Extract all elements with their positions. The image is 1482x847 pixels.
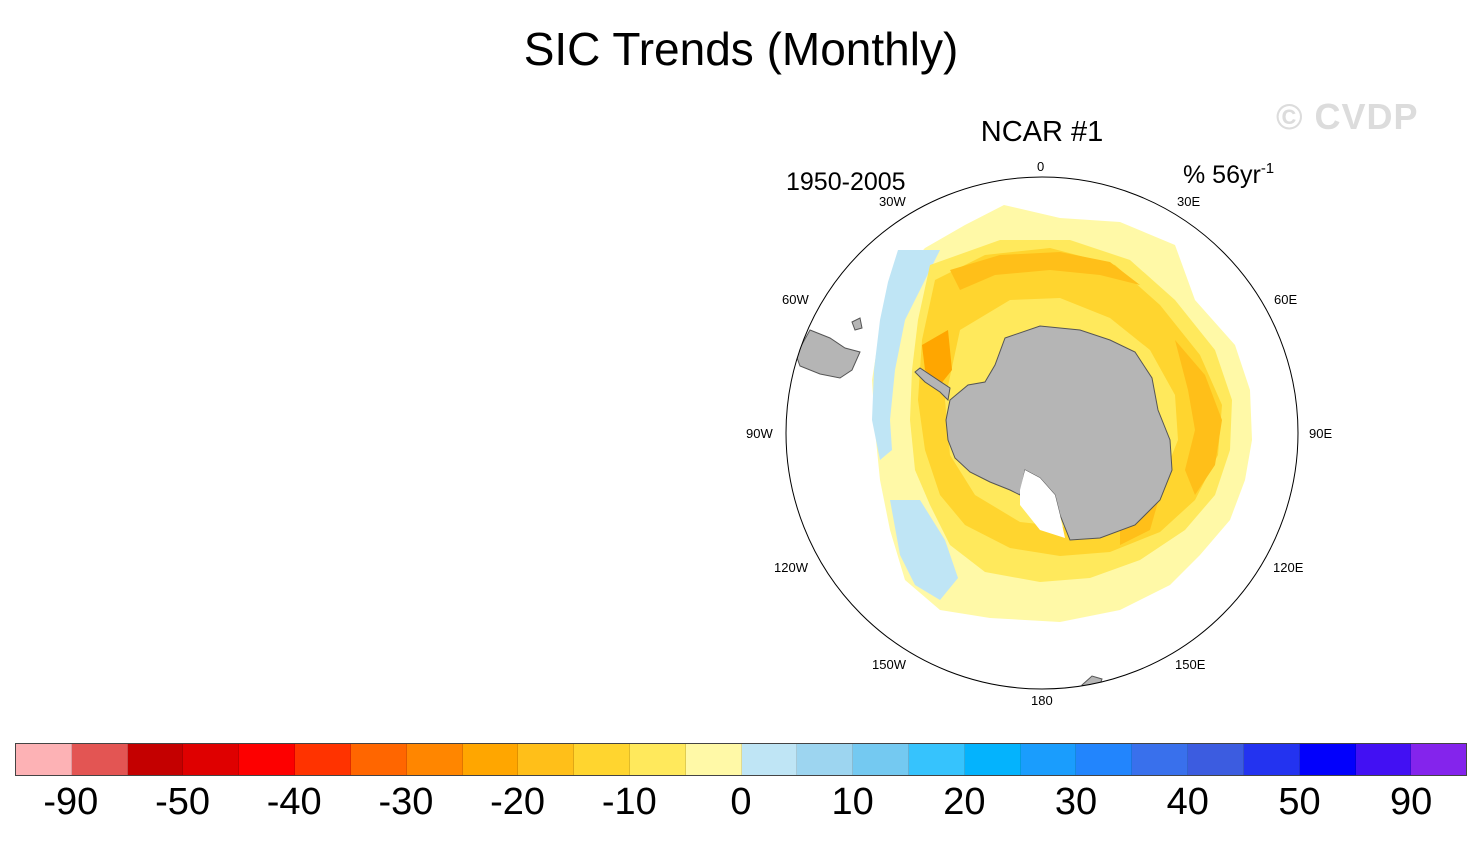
colorbar-box	[295, 744, 351, 775]
colorbar-label: -40	[266, 781, 322, 823]
lon-label-120e: 120E	[1273, 560, 1304, 575]
colorbar-box	[1243, 744, 1300, 775]
sic-positive-patch-west	[872, 250, 940, 460]
colorbar-box	[1299, 744, 1356, 775]
colorbar-label: 40	[1166, 781, 1209, 823]
colorbar	[15, 743, 1467, 776]
colorbar-box	[853, 744, 909, 775]
colorbar-box	[629, 744, 686, 775]
units-label: % 56yr-1	[1183, 160, 1274, 190]
colorbar-box	[350, 744, 407, 775]
lon-label-150w: 150W	[872, 657, 906, 672]
south-america-landmass	[795, 329, 861, 379]
colorbar-label: 0	[730, 781, 752, 823]
colorbar-box	[127, 744, 184, 775]
colorbar-box	[1411, 744, 1467, 775]
colorbar-label: 90	[1390, 781, 1433, 823]
colorbar-box	[406, 744, 463, 775]
sic-positive-patch-southwest	[890, 500, 958, 600]
period-label: 1950-2005	[786, 168, 906, 196]
lon-label-90e: 90E	[1309, 426, 1333, 441]
colorbar-box	[16, 744, 72, 775]
colorbar-label: -50	[155, 781, 210, 823]
lon-label-60w: 60W	[782, 292, 809, 307]
lon-label-150e: 150E	[1175, 657, 1206, 672]
ross-ice-shelf-gap	[1020, 470, 1065, 538]
sic-strong-decline-west	[922, 330, 952, 385]
colorbar-label: 50	[1278, 781, 1321, 823]
colorbar-box	[518, 744, 575, 775]
colorbar-box	[462, 744, 519, 775]
lon-label-120w: 120W	[774, 560, 808, 575]
colorbar-label: -90	[43, 781, 99, 823]
colorbar-box	[1076, 744, 1133, 775]
colorbar-label: -30	[378, 781, 434, 823]
colorbar-box	[685, 744, 742, 775]
colorbar-box	[239, 744, 296, 775]
colorbar-box	[909, 744, 965, 775]
falkland-islands	[851, 317, 863, 331]
antarctic-peninsula	[914, 367, 951, 402]
colorbar-label: 20	[943, 781, 986, 823]
colorbar-box	[574, 744, 630, 775]
lon-label-0: 0	[1037, 159, 1045, 174]
map-boundary-circle	[785, 176, 1299, 690]
map-field	[795, 205, 1252, 689]
colorbar-label: 30	[1054, 781, 1098, 823]
sic-strong-decline-north	[950, 252, 1140, 290]
colorbar-box	[964, 744, 1021, 775]
colorbar-label: -20	[490, 781, 546, 823]
main-title: SIC Trends (Monthly)	[523, 23, 959, 75]
panel-title: NCAR #1	[980, 116, 1104, 148]
colorbar-box	[1132, 744, 1189, 775]
colorbar-box	[741, 744, 798, 775]
lon-label-90w: 90W	[746, 426, 773, 441]
sic-strong-decline-east	[1175, 340, 1222, 495]
colorbar-label: -10	[601, 781, 657, 823]
colorbar-box	[797, 744, 854, 775]
colorbar-label: 10	[831, 781, 874, 823]
lon-label-30e: 30E	[1177, 194, 1201, 209]
lon-label-30w: 30W	[879, 194, 906, 209]
lon-label-180: 180	[1031, 693, 1053, 708]
colorbar-box	[183, 744, 240, 775]
colorbar-box	[1188, 744, 1244, 775]
units-main: % 56yr	[1183, 161, 1261, 189]
units-exponent: -1	[1260, 160, 1275, 177]
lon-label-60e: 60E	[1274, 292, 1298, 307]
colorbar-box	[1355, 744, 1412, 775]
colorbar-box	[1020, 744, 1077, 775]
colorbar-box	[71, 744, 128, 775]
cvdp-watermark: © CVDP	[1276, 96, 1419, 137]
